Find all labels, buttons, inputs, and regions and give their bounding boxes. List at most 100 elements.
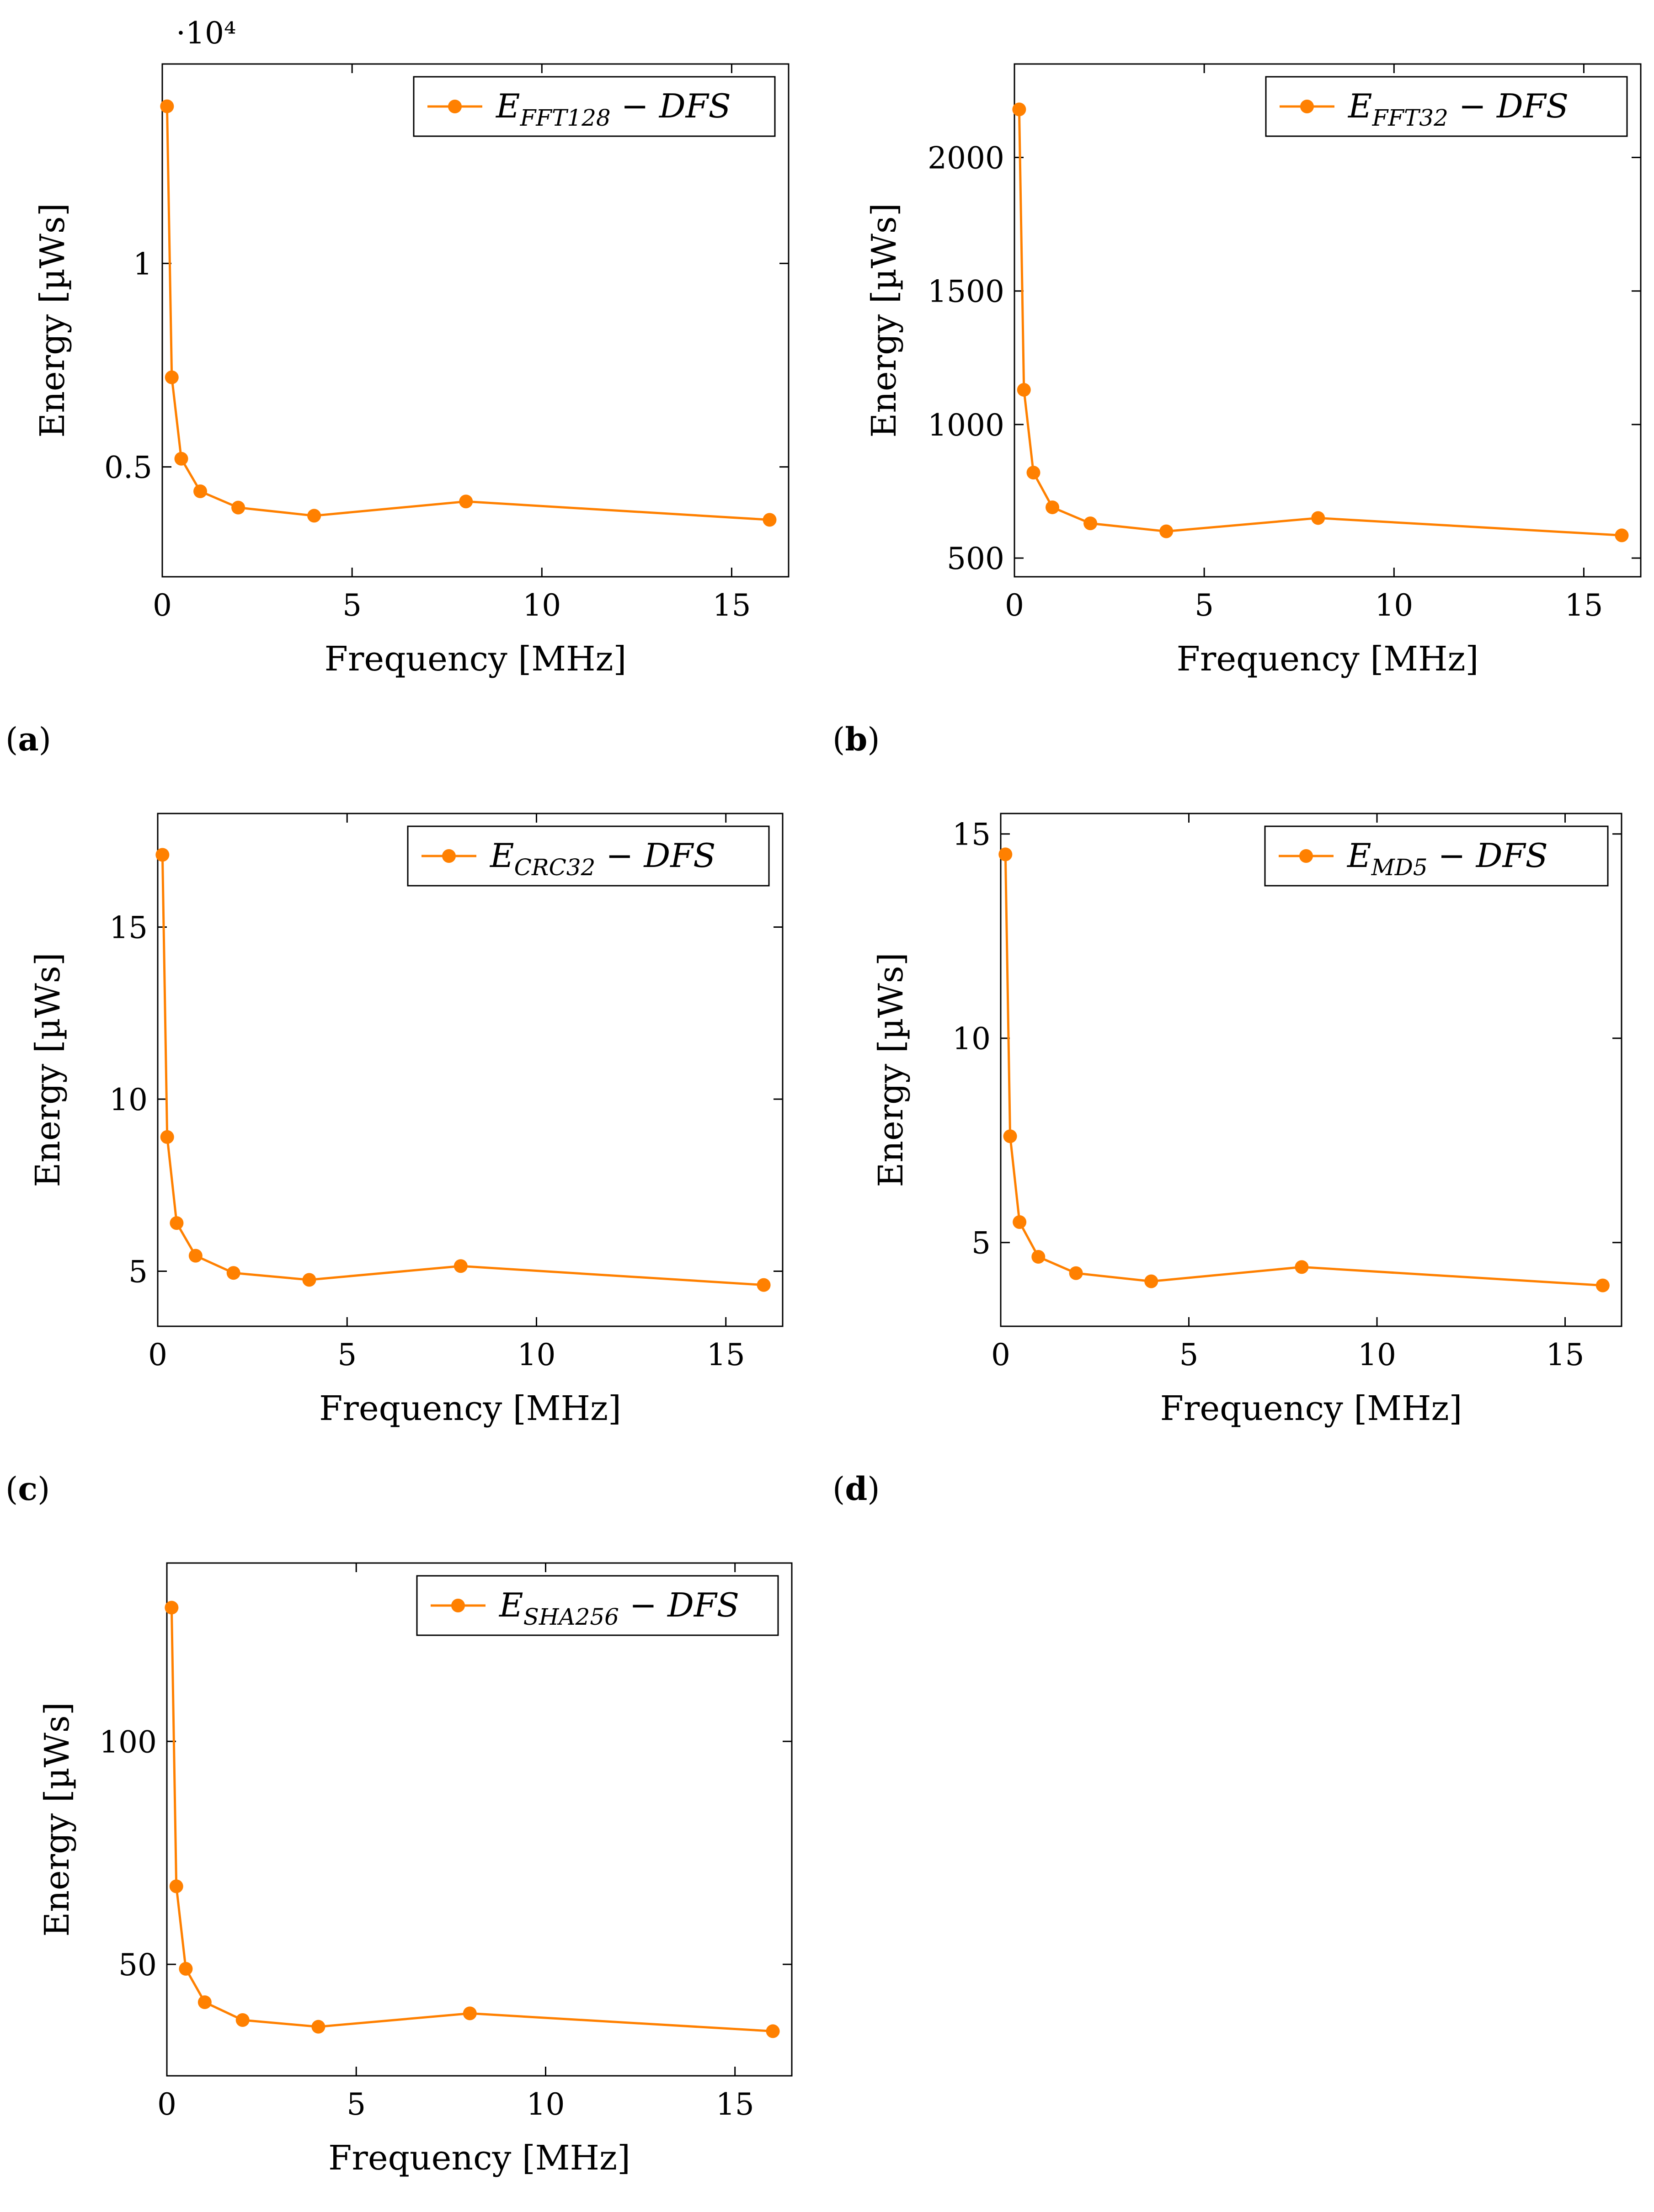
legend-minus: − bbox=[611, 87, 659, 125]
x-tick-label: 5 bbox=[1179, 1337, 1199, 1372]
legend-subscript: FFT32 bbox=[1372, 105, 1448, 131]
caption-letter: b bbox=[845, 720, 867, 758]
legend-suffix: DFS bbox=[658, 87, 731, 125]
data-point bbox=[1083, 516, 1098, 531]
legend-main: E bbox=[1346, 836, 1371, 875]
y-tick-label: 2000 bbox=[928, 141, 1004, 176]
x-tick-label: 10 bbox=[1375, 588, 1413, 623]
data-point bbox=[174, 452, 188, 466]
legend-suffix: DFS bbox=[667, 1586, 739, 1624]
data-point bbox=[160, 99, 174, 113]
legend-marker bbox=[1300, 100, 1314, 113]
x-tick-label: 0 bbox=[153, 588, 172, 623]
y-tick-label: 1000 bbox=[928, 408, 1004, 443]
x-axis-label: Frequency [MHz] bbox=[328, 2138, 630, 2178]
x-tick-label: 15 bbox=[716, 2087, 754, 2122]
x-tick-label: 15 bbox=[707, 1337, 745, 1372]
caption-paren: ) bbox=[867, 1470, 880, 1508]
y-tick-label: 5 bbox=[128, 1255, 148, 1290]
y-tick-label: 10 bbox=[952, 1021, 991, 1057]
data-point bbox=[165, 1601, 179, 1615]
legend-label: ECRC32 − DFS bbox=[489, 836, 715, 881]
data-point bbox=[766, 2024, 780, 2038]
legend-minus: − bbox=[1428, 836, 1476, 875]
legend-main: E bbox=[495, 87, 520, 125]
legend-main: E bbox=[1347, 87, 1372, 125]
data-point bbox=[1046, 500, 1060, 515]
y-axis-label: Energy [µWs] bbox=[33, 203, 72, 437]
caption-paren: ( bbox=[832, 721, 845, 758]
x-tick-label: 5 bbox=[1195, 588, 1214, 623]
data-point bbox=[1013, 1215, 1027, 1229]
legend-subscript: CRC32 bbox=[514, 854, 596, 881]
series-line bbox=[165, 106, 770, 521]
legend-subscript: FFT128 bbox=[520, 105, 611, 131]
data-point bbox=[1026, 466, 1040, 480]
y-tick-label: 0.5 bbox=[104, 450, 152, 485]
x-tick-label: 10 bbox=[1358, 1337, 1396, 1372]
plot-frame bbox=[1014, 63, 1642, 578]
x-tick-label: 5 bbox=[347, 2087, 366, 2122]
data-point bbox=[454, 1259, 468, 1273]
legend-label: EMD5 − DFS bbox=[1346, 836, 1548, 881]
y-tick-label: 1 bbox=[133, 246, 152, 282]
data-point bbox=[1295, 1260, 1309, 1274]
chart-panel-c: 0 5 10 15 5 10 15 Frequency [MHz] Energy [µWs] EC… bbox=[5, 813, 784, 1508]
data-point bbox=[188, 1249, 203, 1263]
y-axis-multiplier: ·10⁴ bbox=[176, 16, 236, 51]
data-point bbox=[1595, 1278, 1610, 1292]
y-axis-label: Energy [µWs] bbox=[871, 952, 911, 1187]
legend-main: E bbox=[489, 836, 514, 875]
plot-frame bbox=[161, 63, 790, 578]
data-point bbox=[302, 1273, 316, 1287]
plot-frame bbox=[1000, 813, 1622, 1327]
x-axis-label: Frequency [MHz] bbox=[319, 1389, 621, 1428]
data-point bbox=[165, 370, 179, 384]
caption-letter: d bbox=[845, 1470, 867, 1508]
caption-paren: ( bbox=[832, 1470, 845, 1508]
legend-label: EFFT128 − DFS bbox=[495, 87, 731, 131]
x-tick-label: 0 bbox=[148, 1337, 167, 1372]
data-point bbox=[197, 1995, 212, 2010]
chart-panel-d: 0 5 10 15 5 10 15 Frequency [MHz] Energy [µWs] EM… bbox=[832, 813, 1622, 1508]
data-point bbox=[1144, 1274, 1158, 1288]
legend-subscript: SHA256 bbox=[523, 1604, 619, 1630]
data-point bbox=[1031, 1250, 1046, 1264]
chart-panel-e: 0 5 10 15 50 100 Frequency [MHz] Energy [µWs] ES… bbox=[37, 1562, 793, 2178]
y-tick-label: 5 bbox=[971, 1226, 991, 1261]
legend-suffix: DFS bbox=[643, 836, 715, 875]
caption-paren: ) bbox=[39, 721, 51, 758]
legend-main: E bbox=[498, 1586, 523, 1624]
y-tick-label: 15 bbox=[109, 910, 148, 945]
y-tick-label: 15 bbox=[952, 817, 991, 852]
x-axis-label: Frequency [MHz] bbox=[325, 639, 627, 679]
caption-paren: ) bbox=[37, 1470, 50, 1508]
x-tick-label: 10 bbox=[526, 2087, 565, 2122]
x-tick-label: 5 bbox=[337, 1337, 357, 1372]
data-point bbox=[998, 847, 1013, 861]
x-axis-label: Frequency [MHz] bbox=[1160, 1389, 1462, 1428]
x-tick-label: 15 bbox=[1546, 1337, 1585, 1372]
panel-caption: (d) bbox=[832, 1470, 880, 1508]
x-tick-label: 0 bbox=[157, 2087, 176, 2122]
data-point bbox=[231, 500, 245, 515]
data-point bbox=[757, 1278, 771, 1292]
panel-caption: (c) bbox=[5, 1470, 50, 1508]
data-point bbox=[170, 1216, 184, 1230]
data-point bbox=[1311, 511, 1325, 525]
y-tick-label: 10 bbox=[109, 1082, 148, 1117]
legend-suffix: DFS bbox=[1496, 87, 1569, 125]
x-tick-label: 15 bbox=[712, 588, 751, 623]
data-point bbox=[1012, 102, 1026, 117]
legend-label: ESHA256 − DFS bbox=[498, 1586, 739, 1630]
chart-panel-b: 0 5 10 15 500 1000 1500 2000 Frequency [MHz] Ener… bbox=[832, 63, 1642, 758]
legend-label: EFFT32 − DFS bbox=[1347, 87, 1569, 131]
series-line bbox=[1018, 109, 1622, 537]
y-axis-label: Energy [µWs] bbox=[28, 952, 68, 1187]
caption-paren: ( bbox=[5, 1470, 18, 1508]
data-point bbox=[179, 1962, 193, 1976]
y-tick-label: 1500 bbox=[928, 274, 1004, 309]
data-point bbox=[1017, 383, 1031, 397]
series-line bbox=[1004, 854, 1603, 1287]
